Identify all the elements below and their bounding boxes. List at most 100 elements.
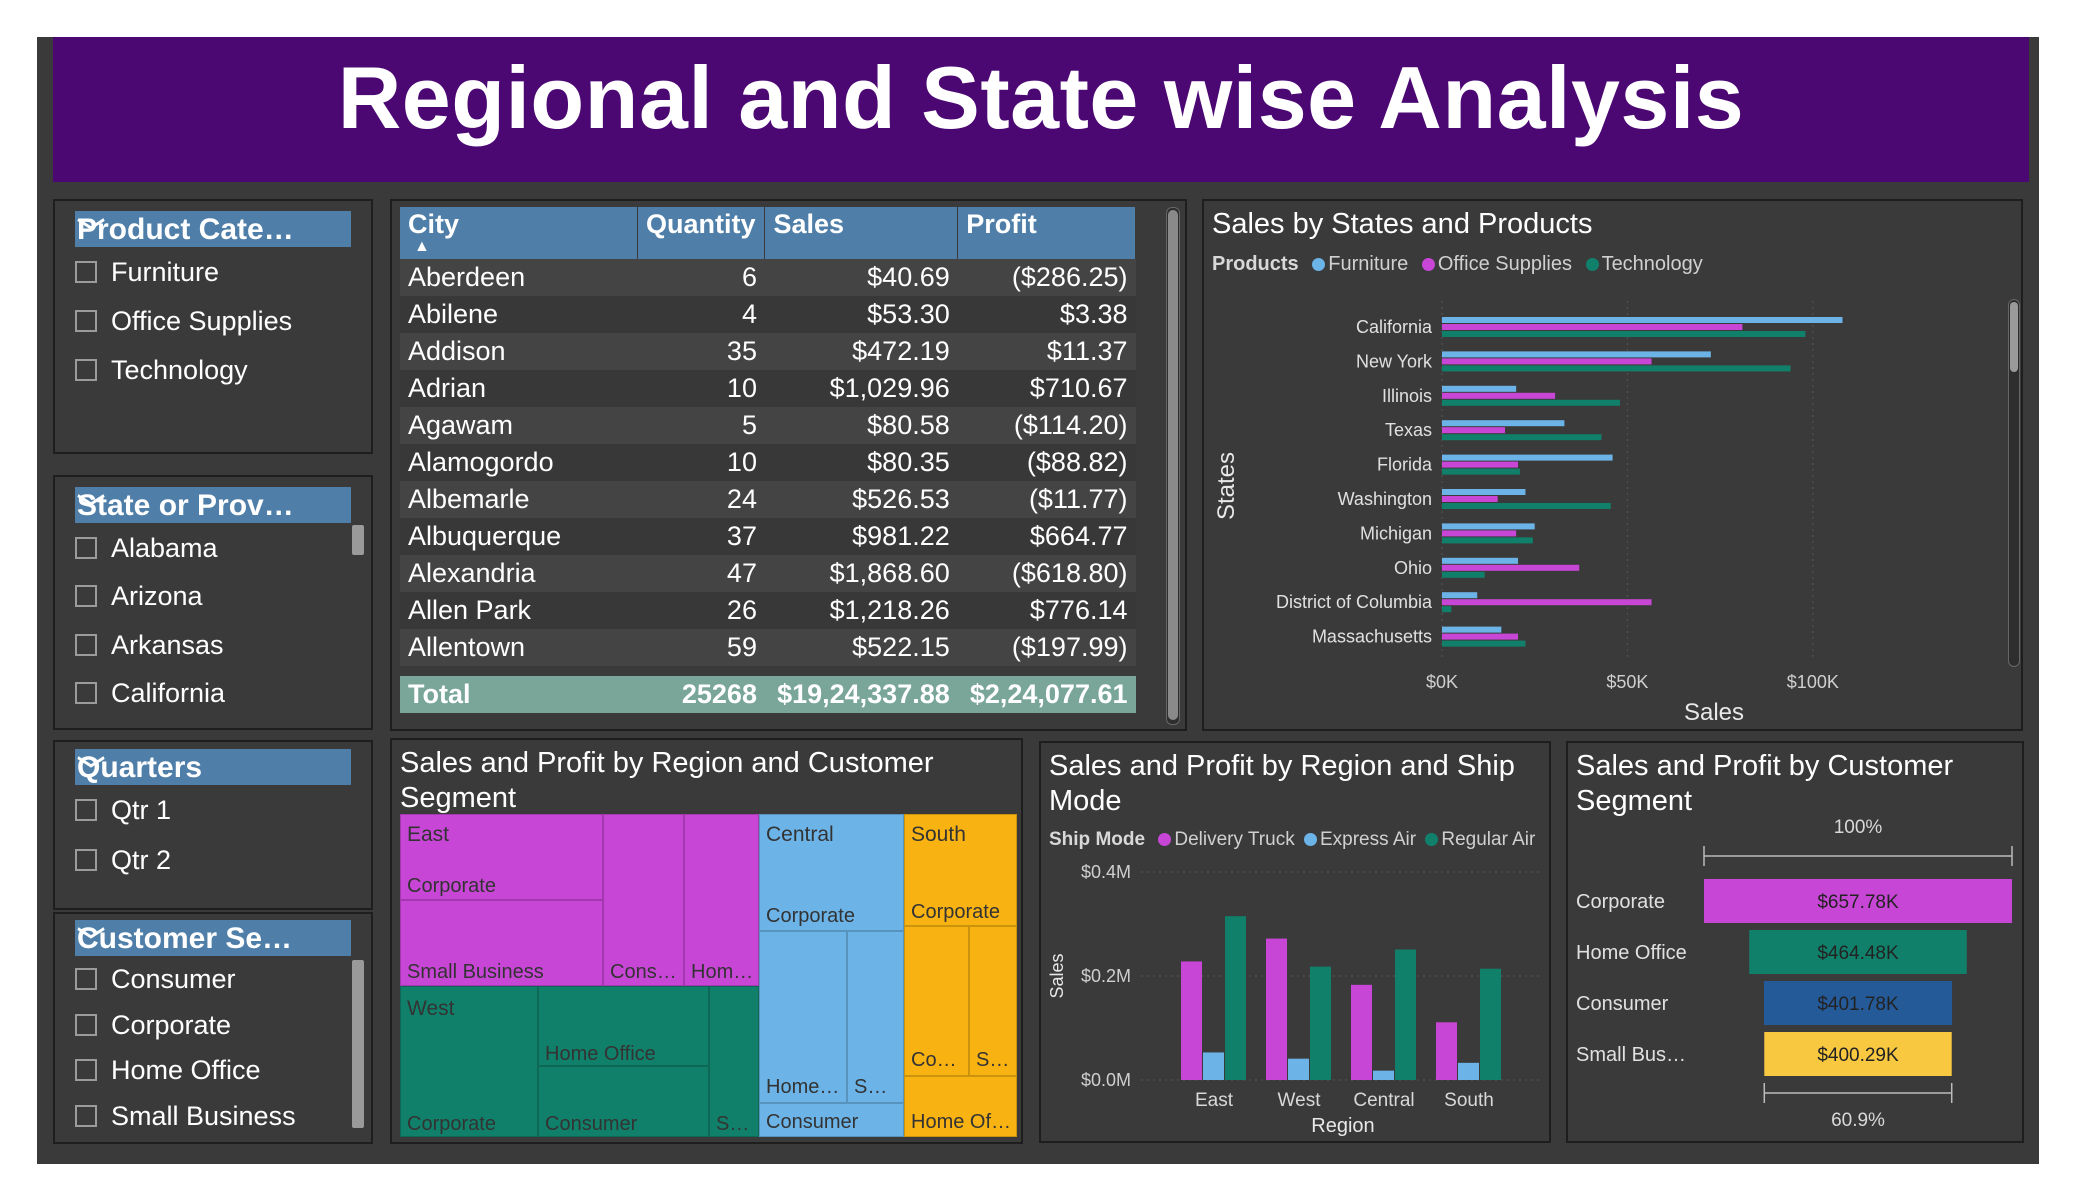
column-header-sales[interactable]: Sales bbox=[764, 207, 959, 259]
table-row[interactable]: Albuquerque 37 $981.22 $664.77 bbox=[400, 518, 1136, 555]
checkbox[interactable] bbox=[75, 848, 97, 871]
slicer-header[interactable]: Customer Se… ﹀ bbox=[75, 920, 351, 957]
cell-city: Abilene bbox=[400, 296, 638, 333]
legend-delivery-truck[interactable]: Delivery Truck bbox=[1174, 829, 1295, 850]
checkbox[interactable] bbox=[75, 798, 97, 821]
treemap-south-home-office[interactable]: Home Of… bbox=[904, 1076, 1017, 1137]
slicer-header[interactable]: Product Cate… ﹀ bbox=[75, 211, 351, 248]
legend-express-air[interactable]: Express Air bbox=[1319, 829, 1417, 850]
legend-dot bbox=[1312, 258, 1326, 272]
treemap-east-consumer[interactable]: Cons… bbox=[603, 814, 684, 986]
treemap-south-consumer[interactable]: Co… bbox=[904, 926, 969, 1076]
y-tick-label: Washington bbox=[1338, 489, 1432, 509]
x-tick-label: $100K bbox=[1787, 672, 1839, 692]
table-row[interactable]: Allen Park 26 $1,218.26 $776.14 bbox=[400, 592, 1136, 629]
treemap-west-consumer[interactable]: Consumer bbox=[538, 1066, 709, 1137]
option-technology[interactable]: Technology bbox=[75, 355, 248, 389]
x-tick-label: Central bbox=[1353, 1090, 1414, 1111]
sort-ascending-icon[interactable]: ▲ bbox=[414, 238, 430, 255]
checkbox[interactable] bbox=[75, 1013, 97, 1036]
table-row[interactable]: Allentown 59 $522.15 ($197.99) bbox=[400, 629, 1136, 666]
option-qtr-1[interactable]: Qtr 1 bbox=[75, 795, 171, 829]
table-row[interactable]: Albemarle 24 $526.53 ($11.77) bbox=[400, 481, 1136, 518]
checkbox[interactable] bbox=[75, 260, 97, 283]
treemap-east-small-business[interactable]: Small Business bbox=[400, 900, 603, 986]
treemap: East Corporate Small Business Cons… Hom…… bbox=[400, 814, 1017, 1137]
column-header-profit[interactable]: Profit bbox=[957, 207, 1136, 259]
table-row[interactable]: Addison 35 $472.19 $11.37 bbox=[400, 333, 1136, 370]
chevron-down-icon[interactable]: ﹀ bbox=[77, 926, 106, 957]
cell-city: Aberdeen bbox=[400, 259, 638, 296]
chevron-down-icon[interactable]: ﹀ bbox=[77, 493, 106, 524]
treemap-east-corporate[interactable]: East Corporate bbox=[400, 814, 603, 900]
table-row[interactable]: Alexandria 47 $1,868.60 ($618.80) bbox=[400, 555, 1136, 592]
table-row[interactable]: Agawam 5 $80.58 ($114.20) bbox=[400, 407, 1136, 444]
checkbox[interactable] bbox=[75, 633, 97, 656]
bar-technology bbox=[1442, 331, 1806, 337]
checkbox[interactable] bbox=[75, 536, 97, 559]
column-header-city[interactable]: City ▲ bbox=[400, 207, 638, 259]
option-qtr-2[interactable]: Qtr 2 bbox=[75, 845, 171, 879]
column-header-quantity[interactable]: Quantity bbox=[637, 207, 766, 259]
slicer-customer-segment: Customer Se… ﹀ Consumer Corporate Home O… bbox=[53, 912, 373, 1144]
option-office-supplies[interactable]: Office Supplies bbox=[75, 306, 292, 340]
option-california[interactable]: California bbox=[75, 678, 225, 712]
bar-office-supplies bbox=[1442, 392, 1556, 399]
treemap-east-home-office[interactable]: Hom… bbox=[684, 814, 759, 986]
option-arkansas[interactable]: Arkansas bbox=[75, 630, 224, 664]
option-furniture[interactable]: Furniture bbox=[75, 257, 219, 291]
treemap-south-small-business[interactable]: S… bbox=[969, 926, 1017, 1076]
scroll-thumb[interactable] bbox=[2010, 302, 2018, 372]
scrollbar[interactable] bbox=[352, 525, 364, 555]
table-row[interactable]: Abilene 4 $53.30 $3.38 bbox=[400, 296, 1136, 333]
table-row[interactable]: Aberdeen 6 $40.69 ($286.25) bbox=[400, 259, 1136, 296]
checkbox[interactable] bbox=[75, 1104, 97, 1127]
legend-technology[interactable]: Technology bbox=[1601, 253, 1703, 275]
checkbox[interactable] bbox=[75, 358, 97, 381]
checkbox[interactable] bbox=[75, 584, 97, 607]
cell-city: Allen Park bbox=[400, 592, 638, 629]
treemap-central-small-business[interactable]: S… bbox=[847, 931, 904, 1103]
treemap-west-small-business[interactable]: S… bbox=[709, 986, 759, 1137]
data-label: $657.78K bbox=[1817, 892, 1899, 913]
option-corporate[interactable]: Corporate bbox=[75, 1010, 231, 1044]
scrollbar[interactable] bbox=[352, 960, 364, 1128]
chevron-down-icon[interactable]: ﹀ bbox=[77, 217, 106, 248]
table-total-row: Total 25268 $19,24,337.88 $2,24,077.61 bbox=[400, 676, 1136, 713]
treemap-south-corporate[interactable]: South Corporate bbox=[904, 814, 1017, 926]
bar-express-air bbox=[1288, 1058, 1309, 1080]
checkbox[interactable] bbox=[75, 967, 97, 990]
treemap-central-home-office[interactable]: Home… bbox=[759, 931, 847, 1103]
table-row[interactable]: Alamogordo 10 $80.35 ($88.82) bbox=[400, 444, 1136, 481]
option-small-business[interactable]: Small Business bbox=[75, 1101, 296, 1135]
legend-furniture[interactable]: Furniture bbox=[1328, 253, 1409, 275]
slicer-header[interactable]: State or Prov… ﹀ bbox=[75, 487, 351, 524]
bar-furniture bbox=[1442, 454, 1613, 461]
bar-furniture bbox=[1442, 626, 1502, 633]
chart-scrollbar[interactable] bbox=[2008, 299, 2020, 667]
legend-dot bbox=[1303, 833, 1317, 847]
legend-regular-air[interactable]: Regular Air bbox=[1441, 829, 1536, 850]
cell-city: Albemarle bbox=[400, 481, 638, 518]
table-scrollbar[interactable] bbox=[1166, 207, 1180, 725]
legend-office-supplies[interactable]: Office Supplies bbox=[1437, 253, 1572, 275]
cell-profit: ($88.82) bbox=[957, 444, 1136, 481]
checkbox[interactable] bbox=[75, 1058, 97, 1081]
treemap-west-home-office[interactable]: Home Office bbox=[538, 986, 709, 1066]
checkbox[interactable] bbox=[75, 309, 97, 332]
checkbox[interactable] bbox=[75, 681, 97, 704]
treemap-west-corporate[interactable]: West Corporate bbox=[400, 986, 538, 1137]
bar-technology bbox=[1442, 434, 1602, 441]
y-tick-label: California bbox=[1356, 317, 1433, 337]
bar-office-supplies bbox=[1442, 324, 1743, 330]
treemap-central-consumer[interactable]: Consumer bbox=[759, 1103, 904, 1137]
option-home-office[interactable]: Home Office bbox=[75, 1055, 261, 1089]
option-alabama[interactable]: Alabama bbox=[75, 533, 218, 567]
slicer-header[interactable]: Quarters ﹀ bbox=[75, 749, 351, 786]
treemap-central-corporate[interactable]: Central Corporate bbox=[759, 814, 904, 931]
chevron-down-icon[interactable]: ﹀ bbox=[77, 755, 106, 786]
option-consumer[interactable]: Consumer bbox=[75, 964, 236, 998]
scroll-thumb[interactable] bbox=[1168, 210, 1178, 720]
option-arizona[interactable]: Arizona bbox=[75, 581, 203, 615]
table-row[interactable]: Adrian 10 $1,029.96 $710.67 bbox=[400, 370, 1136, 407]
